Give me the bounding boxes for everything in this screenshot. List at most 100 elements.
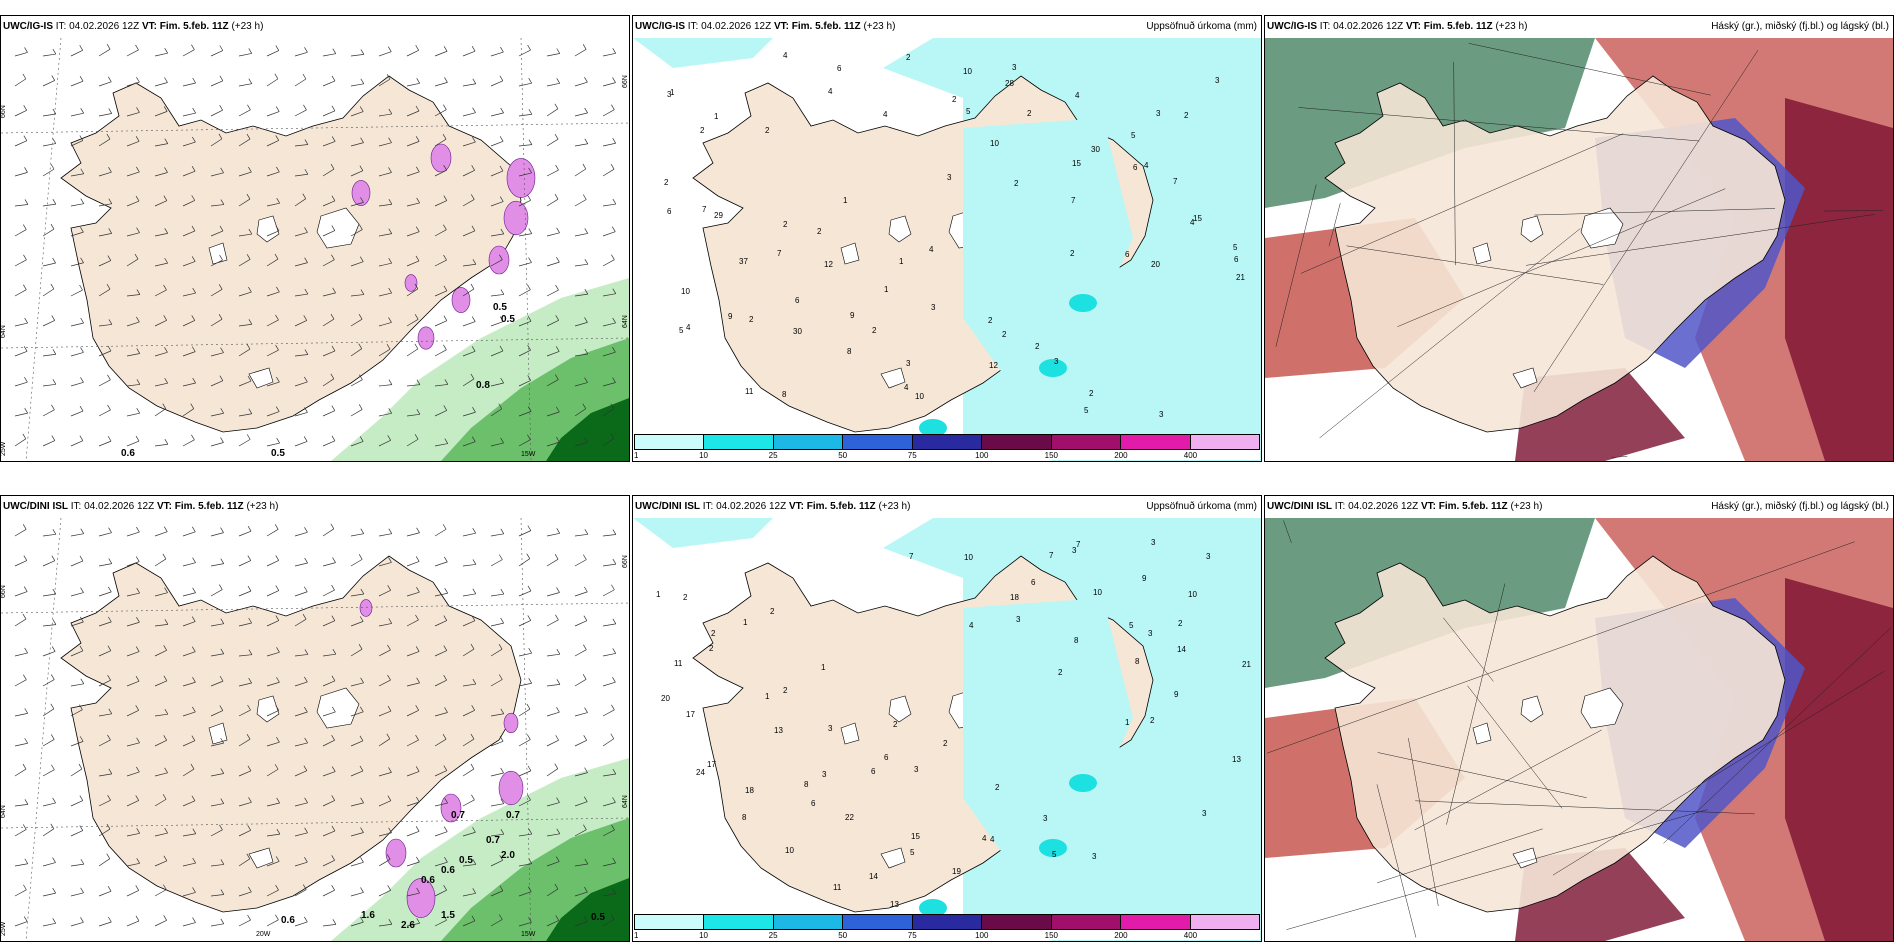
wind-barb: [126, 680, 140, 687]
wind-barb: [246, 193, 251, 200]
wind-barb: [332, 706, 336, 713]
wind-barb: [191, 256, 196, 262]
wind-barb: [266, 620, 279, 627]
precip-value: 15: [1193, 214, 1202, 223]
cloud-map[interactable]: [1265, 38, 1893, 461]
wind-barb: [70, 741, 84, 747]
wind-barb: [415, 766, 420, 772]
wind-barb: [434, 770, 447, 777]
wind-barb: [210, 894, 224, 897]
wind-map[interactable]: 66N 64N 25W 15W 66N 64N 0.5 0.5 0.6 0.5 0.8: [1, 38, 629, 461]
graticule: [25, 518, 62, 941]
contour-label: 0.5: [271, 448, 285, 459]
wind-barb: [79, 284, 83, 291]
wind-barb: [79, 76, 84, 82]
wind-barb: [322, 350, 336, 357]
cloud-map[interactable]: [1265, 518, 1893, 941]
wind-barb: [518, 113, 532, 117]
wind-barb: [42, 203, 56, 207]
wind-barb: [414, 283, 419, 290]
wind-barb: [106, 853, 111, 859]
wind-barb: [498, 914, 503, 920]
snow-area: [430, 143, 452, 173]
precip-value: 2: [664, 178, 669, 187]
wind-barb: [126, 832, 140, 837]
wind-barb: [50, 703, 55, 709]
wind-barb: [163, 315, 167, 321]
precip-map[interactable]: 1 1 2 1 1 4 2 2 2 3 3 3 2 2 2 1 3 2 3 5 3 2 2 7 7 12 2 3 12 3 4 5 7 6 29 37…: [633, 38, 1261, 461]
rain-area-heavy: [546, 878, 629, 941]
precip-value: 11: [674, 659, 683, 668]
wind-barb: [350, 559, 363, 567]
wind-barb: [182, 320, 195, 327]
glacier-outline: [248, 367, 274, 389]
axis-label: 64N: [1, 805, 7, 818]
wind-barb: [612, 138, 617, 144]
wind-barb: [388, 199, 393, 205]
wind-barb: [210, 864, 224, 867]
wind-barb: [126, 862, 140, 867]
wind-map[interactable]: 66N 64N 25W 20W 15W 66N 64N 0.7 0.7 0.7 0.6 0.6 0.5 2…: [1, 518, 629, 941]
glacier-outline: [1580, 687, 1624, 729]
wind-barb: [322, 80, 336, 87]
wind-barb: [388, 618, 393, 624]
wind-barb: [350, 83, 364, 87]
wind-barb: [518, 739, 531, 747]
wind-barb: [414, 434, 419, 440]
wind-barb: [276, 828, 281, 835]
wind-barb: [248, 286, 252, 293]
wind-barb: [24, 708, 29, 714]
wind-barb: [359, 374, 363, 380]
precip-value: 10: [1188, 590, 1197, 599]
wind-barb: [294, 681, 308, 687]
wind-barb: [154, 680, 168, 687]
snow-area: [385, 838, 407, 868]
wind-barb: [50, 223, 55, 230]
panel-cloud-dini: UWC/DINI ISL IT: 04.02.2026 12Z VT: Fim.…: [1264, 495, 1894, 942]
wind-barb: [192, 857, 196, 864]
wind-barb: [266, 590, 279, 597]
wind-barb: [499, 254, 503, 260]
wind-barb: [266, 768, 279, 777]
wind-barb: [42, 320, 55, 327]
wind-barb: [98, 591, 112, 597]
precip-value: 4: [982, 834, 987, 843]
wind-barb: [238, 53, 252, 57]
precip-value: 4: [904, 383, 909, 392]
glacier-outline: [1580, 207, 1624, 249]
wind-barb: [388, 528, 393, 534]
wind-barb: [443, 914, 447, 921]
precip-value: 6: [871, 767, 876, 776]
wind-barb: [462, 799, 475, 807]
wind-barb: [602, 623, 616, 627]
wind-barb: [527, 406, 532, 412]
wind-barb: [70, 322, 84, 327]
contour-label: 0.7: [451, 810, 465, 821]
wind-barb: [246, 434, 251, 440]
precip-value: 30: [1091, 145, 1100, 154]
glacier-outline: [208, 722, 228, 745]
wind-barb: [518, 199, 531, 207]
wind-barb: [518, 144, 532, 147]
wind-barb: [276, 677, 280, 683]
precip-value: 8: [742, 813, 747, 822]
wind-barb: [610, 403, 615, 409]
wind-barb: [546, 532, 560, 537]
wind-barb: [574, 533, 588, 537]
wind-barb: [80, 587, 84, 593]
wind-barb: [126, 920, 140, 927]
precip-map[interactable]: 1 1 2 1 2 2 2 3 3 3 3 2 2 1 3 6 3 4 5 7 9 10 11 2 2 3 6 5 4 7 3 5 2 21 17 1…: [633, 518, 1261, 941]
glacier-outline: [256, 215, 280, 243]
wind-barb: [331, 75, 336, 82]
wind-barb: [388, 317, 392, 323]
wind-barb: [462, 532, 476, 537]
wind-barb: [154, 889, 167, 897]
wind-barb: [546, 833, 560, 837]
wind-barb: [126, 771, 140, 777]
wind-barb: [70, 592, 84, 597]
wind-barb: [42, 624, 56, 627]
wind-barb: [350, 111, 364, 117]
wind-barb: [24, 799, 29, 805]
wind-barb: [154, 649, 167, 657]
legend-tick: 10: [699, 931, 708, 940]
